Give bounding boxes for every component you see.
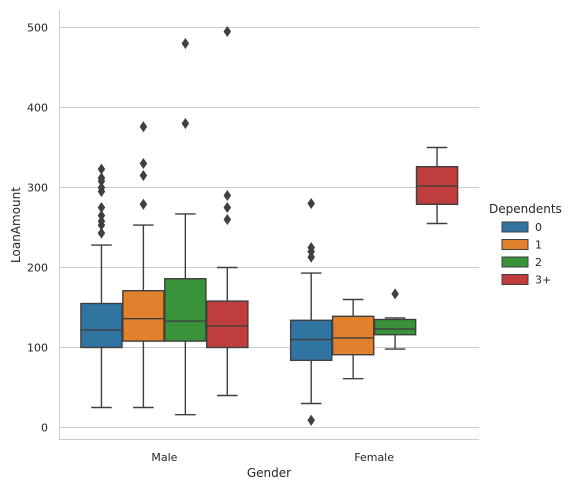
outlier-point <box>139 157 148 170</box>
outlier-point <box>223 201 232 214</box>
legend-label: 2 <box>535 256 542 269</box>
legend-item-0: 0 <box>501 221 542 234</box>
x-tick-labels: Male Female <box>151 451 394 464</box>
outlier-point <box>223 213 232 226</box>
legend-label: 0 <box>535 221 542 234</box>
box-male-2 <box>164 37 207 416</box>
iqr-box <box>289 319 333 361</box>
y-tick-label: 100 <box>27 342 48 355</box>
outlier-point <box>307 414 315 426</box>
iqr-box <box>373 318 417 336</box>
outlier-point <box>139 121 148 133</box>
outlier-point <box>97 163 106 175</box>
legend-item-3+: 3+ <box>501 274 551 287</box>
legend-item-1: 1 <box>501 239 542 252</box>
x-tick-label: Male <box>151 451 177 464</box>
y-tick-label: 400 <box>27 102 48 115</box>
iqr-box <box>206 300 249 349</box>
box-male-3+ <box>206 25 249 397</box>
outlier-point <box>97 181 106 194</box>
outlier-point <box>97 201 106 214</box>
outlier-point <box>391 288 399 300</box>
outlier-point <box>97 227 106 239</box>
outlier-point <box>181 117 190 130</box>
legend-label: 3+ <box>535 274 551 287</box>
x-axis-label: Gender <box>247 466 291 480</box>
legend-swatch <box>501 274 529 285</box>
outlier-point <box>97 172 106 184</box>
outlier-point <box>97 215 106 227</box>
legend-swatch <box>501 221 529 233</box>
y-tick-label: 300 <box>27 182 48 195</box>
y-axis-label: LoanAmount <box>9 187 23 263</box>
iqr-box <box>80 302 123 349</box>
outlier-point <box>139 169 148 182</box>
outlier-point <box>139 198 148 210</box>
outlier-point <box>97 209 106 222</box>
iqr-box <box>164 278 207 342</box>
legend-swatch <box>501 239 529 250</box>
outlier-point <box>223 25 232 38</box>
legend-title: Dependents <box>489 202 562 216</box>
x-tick-label: Female <box>354 451 394 464</box>
outlier-point <box>181 37 190 50</box>
outlier-point <box>307 197 315 210</box>
y-tick-label: 200 <box>27 262 48 275</box>
box-male-1 <box>122 121 165 409</box>
legend-item-2: 2 <box>501 256 542 269</box>
grid-lines <box>59 27 479 428</box>
legend: Dependents 0 1 2 3+ <box>489 202 562 287</box>
outlier-point <box>307 251 315 263</box>
y-tick-label: 0 <box>41 422 48 435</box>
box-female-0 <box>289 197 333 426</box>
y-tick-label: 500 <box>27 22 48 35</box>
iqr-box <box>331 315 375 356</box>
outlier-point <box>223 189 232 202</box>
iqr-box <box>122 290 165 342</box>
box-female-1 <box>331 298 375 380</box>
legend-swatch <box>501 256 529 268</box>
y-tick-labels: 0 100 200 300 400 500 <box>27 22 48 435</box>
box-female-3+ <box>415 146 459 225</box>
box-female-2 <box>373 288 417 350</box>
axes <box>59 10 479 440</box>
legend-label: 1 <box>535 239 542 252</box>
outlier-point <box>307 241 315 254</box>
boxes <box>80 25 459 426</box>
box-male-0 <box>80 163 123 409</box>
